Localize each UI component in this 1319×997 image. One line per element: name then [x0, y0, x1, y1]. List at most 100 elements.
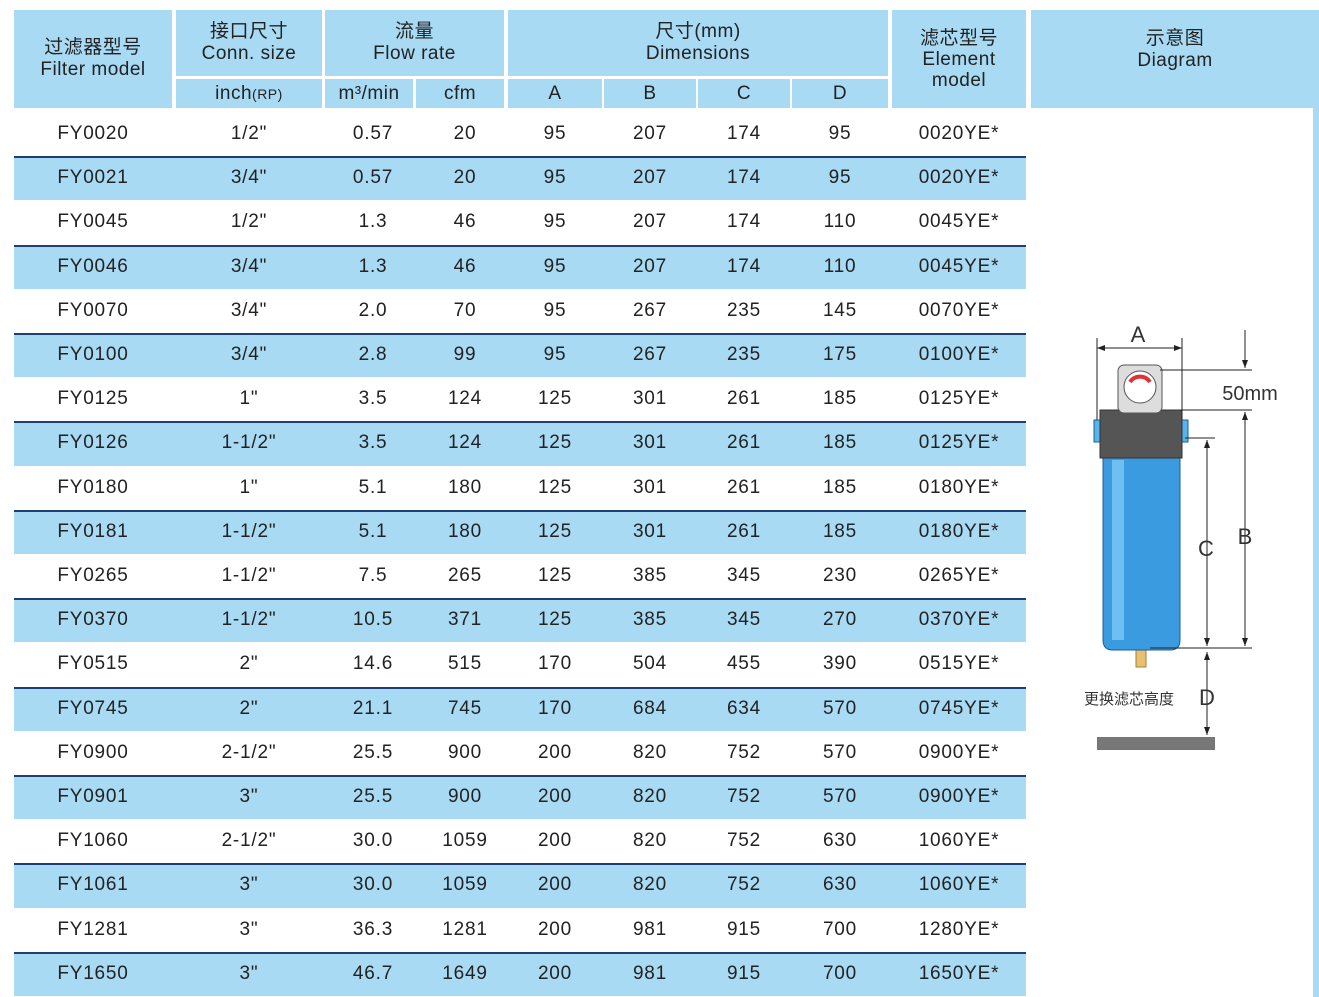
table-cell: 570 [822, 697, 858, 719]
table-cell: 125 [537, 520, 573, 542]
table-row [14, 951, 1026, 996]
table-cell: 46 [453, 211, 477, 233]
table-cell: 170 [537, 697, 573, 719]
table-cell: 207 [632, 255, 668, 277]
table-cell: 170 [537, 653, 573, 675]
table-cell: 1649 [442, 962, 488, 984]
header-dims: 尺寸(mm) Dimensions [508, 10, 888, 76]
table-cell: 3.5 [358, 388, 388, 410]
table-cell: 110 [823, 211, 857, 233]
header-text: Diagram [1137, 50, 1213, 71]
table-cell: 180 [447, 476, 483, 498]
table-cell: 820 [632, 830, 668, 852]
table-cell: 25.5 [352, 741, 394, 763]
table-cell: FY0515 [57, 653, 129, 675]
table-cell: 1-1/2" [221, 565, 277, 587]
table-cell: 345 [726, 565, 762, 587]
table-cell: 0745YE* [918, 697, 1000, 719]
table-cell: 1/2" [230, 211, 268, 233]
table-cell: 95 [543, 299, 567, 321]
dim-note: 更换滤芯高度 [1084, 691, 1174, 708]
header-text: 过滤器型号 [44, 37, 142, 58]
table-cell: 25.5 [352, 786, 394, 808]
table-cell: 1059 [442, 874, 488, 896]
table-cell: 125 [537, 476, 573, 498]
table-cell: 630 [822, 830, 858, 852]
table-cell: 95 [543, 123, 567, 145]
table-cell: 174 [726, 167, 762, 189]
table-cell: 145 [822, 299, 858, 321]
table-cell: 455 [726, 653, 762, 675]
table-cell: 915 [726, 962, 762, 984]
header-flow: 流量 Flow rate [325, 10, 504, 76]
table-cell: 200 [537, 918, 573, 940]
table-cell: 7.5 [358, 565, 388, 587]
table-cell: 900 [447, 786, 483, 808]
table-cell: 200 [537, 962, 573, 984]
table-cell: 125 [537, 388, 573, 410]
table-cell: 0515YE* [918, 653, 1000, 675]
header-text: Filter model [40, 59, 146, 80]
table-cell: 1" [239, 476, 259, 498]
table-row [14, 333, 1026, 378]
table-cell: 1281 [442, 918, 488, 940]
table-row [14, 686, 1026, 731]
table-cell: FY0021 [57, 167, 129, 189]
table-cell: 207 [632, 123, 668, 145]
table-cell: 95 [543, 167, 567, 189]
table-cell: 752 [726, 874, 762, 896]
table-row [14, 509, 1026, 554]
table-cell: 267 [632, 299, 668, 321]
table-cell: 0.57 [352, 123, 394, 145]
table-cell: 515 [447, 653, 483, 675]
table-cell: 1-1/2" [221, 432, 277, 454]
table-cell: 745 [447, 697, 483, 719]
table-cell: 3" [239, 786, 259, 808]
table-cell: FY0046 [57, 255, 129, 277]
table-cell: 270 [822, 609, 858, 631]
table-cell: 124 [447, 432, 483, 454]
table-cell: 981 [632, 918, 668, 940]
table-cell: 200 [537, 830, 573, 852]
table-cell: 3" [239, 918, 259, 940]
table-cell: 200 [537, 741, 573, 763]
table-cell: FY1650 [57, 962, 129, 984]
dim-label: B [1238, 524, 1253, 549]
table-cell: 30.0 [352, 874, 394, 896]
table-cell: 0045YE* [918, 211, 1000, 233]
table-row [14, 156, 1026, 201]
table-cell: 125 [537, 609, 573, 631]
table-row [14, 421, 1026, 466]
table-cell: FY0100 [57, 344, 129, 366]
table-cell: 185 [822, 432, 858, 454]
table-cell: 261 [726, 476, 762, 498]
table-cell: 1060YE* [918, 874, 1000, 896]
table-row [14, 244, 1026, 289]
table-cell: 261 [726, 520, 762, 542]
table-cell: 820 [632, 741, 668, 763]
table-cell: 2-1/2" [221, 830, 277, 852]
table-cell: 684 [632, 697, 668, 719]
table-cell: 235 [726, 344, 762, 366]
table-cell: 752 [726, 786, 762, 808]
table-cell: 174 [726, 211, 762, 233]
table-cell: 3.5 [358, 432, 388, 454]
table-cell: 504 [632, 653, 668, 675]
table-row [14, 598, 1026, 643]
table-cell: 95 [543, 255, 567, 277]
header-text: inch [215, 82, 253, 104]
diagram-border [1313, 108, 1319, 997]
table-cell: 301 [632, 476, 668, 498]
table-cell: 110 [823, 255, 857, 277]
dim-label: 50mm [1222, 383, 1278, 405]
table-row [14, 863, 1026, 908]
table-cell: FY0020 [57, 123, 129, 145]
header-dim-col: A [508, 79, 602, 108]
table-cell: 570 [822, 786, 858, 808]
table-cell: 200 [537, 786, 573, 808]
header-dim-col: B [604, 79, 696, 108]
header-text: 接口尺寸 [209, 21, 288, 42]
table-cell: FY0180 [57, 476, 129, 498]
table-cell: 1-1/2" [221, 609, 277, 631]
